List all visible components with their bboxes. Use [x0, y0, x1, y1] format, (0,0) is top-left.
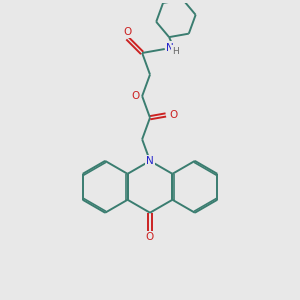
- Text: O: O: [146, 232, 154, 242]
- Text: O: O: [131, 91, 140, 101]
- Text: O: O: [123, 27, 132, 37]
- Text: N: N: [146, 156, 154, 166]
- Text: O: O: [169, 110, 177, 120]
- Text: N: N: [166, 43, 174, 52]
- Text: H: H: [172, 47, 179, 56]
